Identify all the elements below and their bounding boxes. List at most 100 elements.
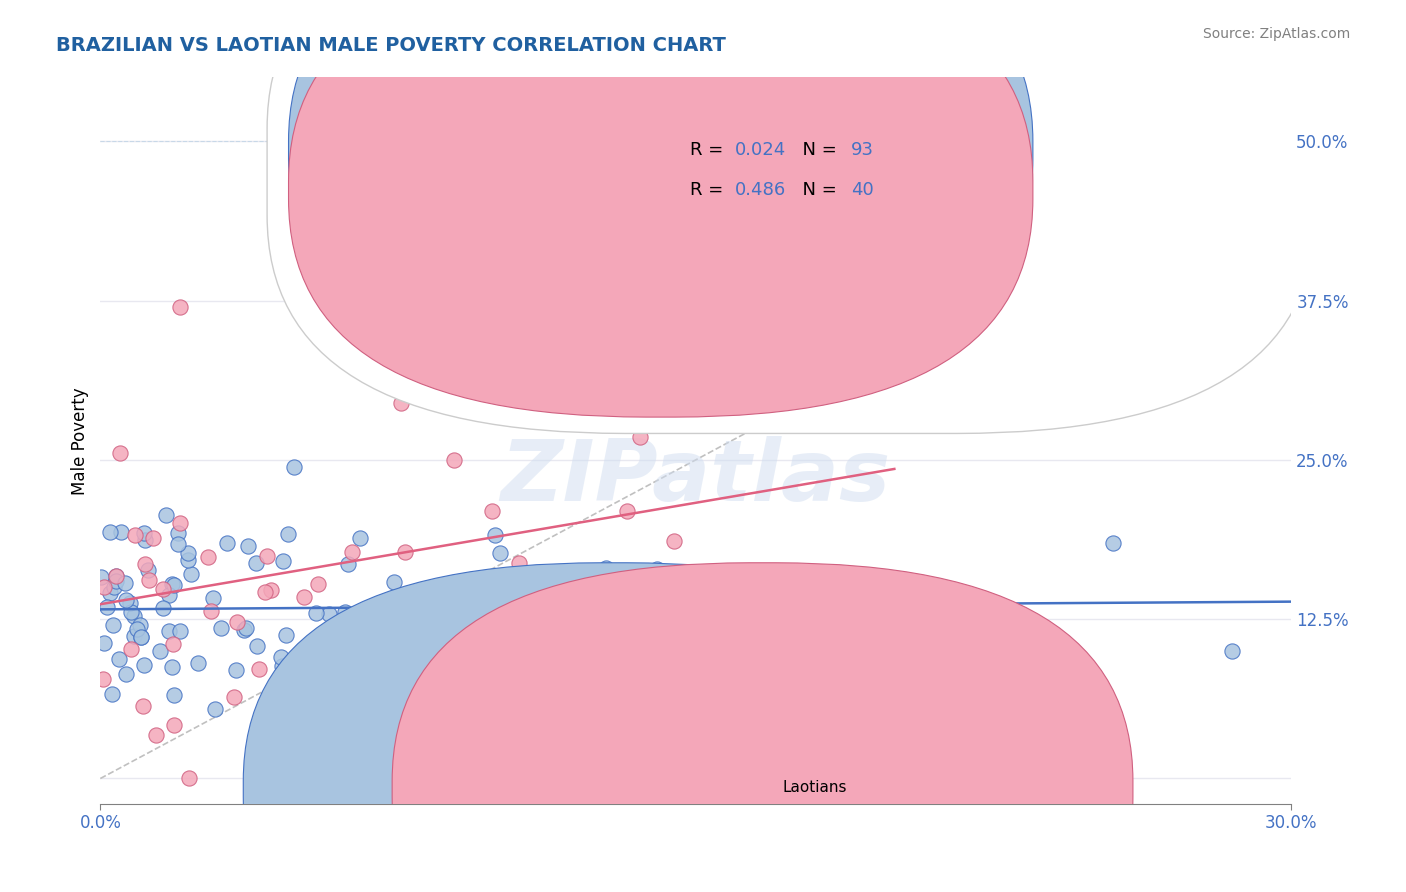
Point (349, 657, 371, 671)
Point (246, 639, 269, 653)
Point (411, 626, 433, 640)
Text: 0.024: 0.024 (735, 141, 786, 159)
Point (305, 606, 328, 620)
Point (259, 583, 281, 598)
Point (292, 591, 315, 605)
Point (394, 545, 416, 559)
Point (108, 446, 131, 460)
Point (132, 526, 155, 541)
Point (134, 533, 156, 547)
Point (120, 641, 142, 656)
Point (481, 504, 503, 518)
Point (270, 650, 292, 665)
Point (1101, 535, 1123, 549)
Text: R =: R = (690, 181, 728, 199)
FancyBboxPatch shape (243, 563, 984, 892)
Text: Brazilians: Brazilians (634, 780, 707, 796)
Point (162, 577, 184, 591)
Point (162, 637, 184, 651)
Point (110, 525, 132, 540)
Point (129, 630, 152, 644)
Point (169, 516, 191, 530)
Point (337, 557, 360, 571)
Point (167, 537, 190, 551)
Point (226, 615, 249, 629)
Point (132, 698, 155, 713)
Point (103, 617, 125, 632)
Point (616, 504, 638, 518)
Point (91, 672, 114, 686)
Point (169, 300, 191, 314)
Point (439, 634, 461, 648)
Point (225, 663, 247, 677)
Point (758, 593, 780, 607)
Text: 0.486: 0.486 (735, 181, 786, 199)
Point (163, 717, 186, 731)
Text: 93: 93 (851, 141, 873, 159)
Point (167, 525, 190, 540)
Point (163, 689, 186, 703)
Point (177, 546, 200, 560)
Point (283, 460, 305, 475)
Point (200, 604, 222, 618)
Point (333, 628, 356, 642)
Point (157, 624, 180, 638)
Point (142, 531, 165, 545)
Point (152, 601, 174, 615)
Point (209, 620, 232, 634)
Point (222, 690, 245, 705)
Point (245, 556, 267, 570)
Point (340, 545, 363, 559)
Point (385, 606, 408, 620)
Point (782, 586, 804, 600)
Point (425, 615, 447, 629)
Point (522, 570, 544, 584)
Text: N =: N = (792, 141, 842, 159)
Point (232, 623, 254, 637)
FancyBboxPatch shape (288, 0, 1033, 417)
Point (844, 376, 866, 391)
Point (115, 667, 138, 681)
Point (96, 599, 118, 614)
Text: BRAZILIAN VS LAOTIAN MALE POVERTY CORRELATION CHART: BRAZILIAN VS LAOTIAN MALE POVERTY CORREL… (56, 36, 725, 54)
Point (152, 582, 174, 596)
Point (1220, 644, 1243, 658)
Point (247, 662, 270, 676)
Point (508, 556, 530, 570)
Text: 40: 40 (851, 181, 873, 199)
Point (149, 643, 172, 657)
Point (197, 550, 219, 565)
Point (679, 615, 702, 630)
Point (98, 525, 121, 540)
Point (274, 628, 297, 642)
Point (287, 676, 309, 690)
Text: Source: ZipAtlas.com: Source: ZipAtlas.com (1202, 27, 1350, 41)
Text: ZIPatlas: ZIPatlas (501, 435, 891, 518)
Point (484, 527, 506, 541)
Point (122, 609, 145, 624)
Point (201, 591, 224, 605)
Point (155, 508, 177, 522)
Point (277, 527, 299, 541)
Point (536, 672, 558, 686)
Point (120, 596, 142, 610)
Point (163, 578, 186, 592)
Point (253, 585, 276, 599)
Point (93, 636, 115, 650)
Point (107, 652, 129, 666)
Point (187, 657, 209, 671)
Point (180, 567, 202, 582)
Point (267, 758, 290, 772)
Point (204, 702, 226, 716)
Point (235, 621, 257, 635)
Point (134, 558, 156, 572)
Point (217, 536, 239, 550)
Point (129, 618, 152, 632)
Point (136, 563, 159, 577)
Point (382, 626, 405, 640)
Point (662, 534, 685, 549)
Point (114, 592, 136, 607)
Point (127, 623, 149, 637)
Point (169, 624, 191, 639)
Point (145, 728, 167, 742)
